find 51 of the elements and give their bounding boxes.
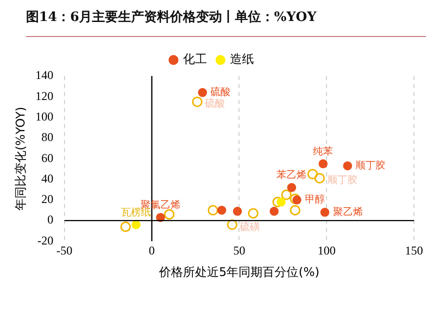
point [307,168,318,180]
x-tick-label: 100 [318,244,336,258]
legend-label: 造纸 [230,52,254,66]
data-label: 硫酸 [205,97,226,110]
data-label: 甲醇 [304,193,325,206]
data-label: 纯苯 [313,145,334,158]
point [270,206,279,216]
point [232,206,242,216]
point [314,172,325,184]
y-tick-label: 100 [35,109,54,124]
point [164,209,175,220]
x-tick-label: 50 [233,244,246,258]
x-axis-title: 价格所处近5年同期百分位(%) [158,264,320,279]
point [290,204,300,216]
x-tick-label: -50 [56,244,72,258]
data-label: 硫磺 [240,221,260,234]
point [248,208,258,219]
data-label: 顺丁胶 [356,159,386,172]
y-tick-label: 40 [41,171,54,186]
point [320,208,330,217]
data-label: 聚乙烯 [332,206,363,218]
point [290,194,300,204]
point [287,183,296,192]
point [217,206,226,215]
data-label: 苯乙烯 [276,169,307,182]
point [192,96,202,108]
point [120,221,131,232]
point [281,189,292,200]
y-tick-label: 60 [41,150,54,165]
y-tick-label: 0 [47,212,54,227]
point [132,220,141,230]
point [276,197,286,206]
point [343,161,352,170]
chart-title: 图14：6月主要生产资料价格变动丨单位：%YOY [26,8,426,37]
point [208,204,218,216]
y-axis-title: 年同比变化(%YOY) [13,106,28,210]
point [226,219,238,230]
point [292,195,302,204]
data-label: 顺丁胶 [328,174,358,186]
point [198,88,207,98]
data-label: 瓦楞纸 [121,206,152,218]
point [318,159,328,168]
y-tick-label: 120 [35,88,54,103]
x-tick-label: 150 [405,244,423,258]
y-tick-label: 80 [41,130,54,144]
legend-label: 化工 [183,52,207,66]
y-tick-label: -20 [37,233,54,248]
y-tick-label: 20 [41,192,54,206]
data-label: 硫酸 [210,86,230,98]
x-tick-label: 0 [148,244,155,258]
y-tick-label: 140 [35,68,54,82]
